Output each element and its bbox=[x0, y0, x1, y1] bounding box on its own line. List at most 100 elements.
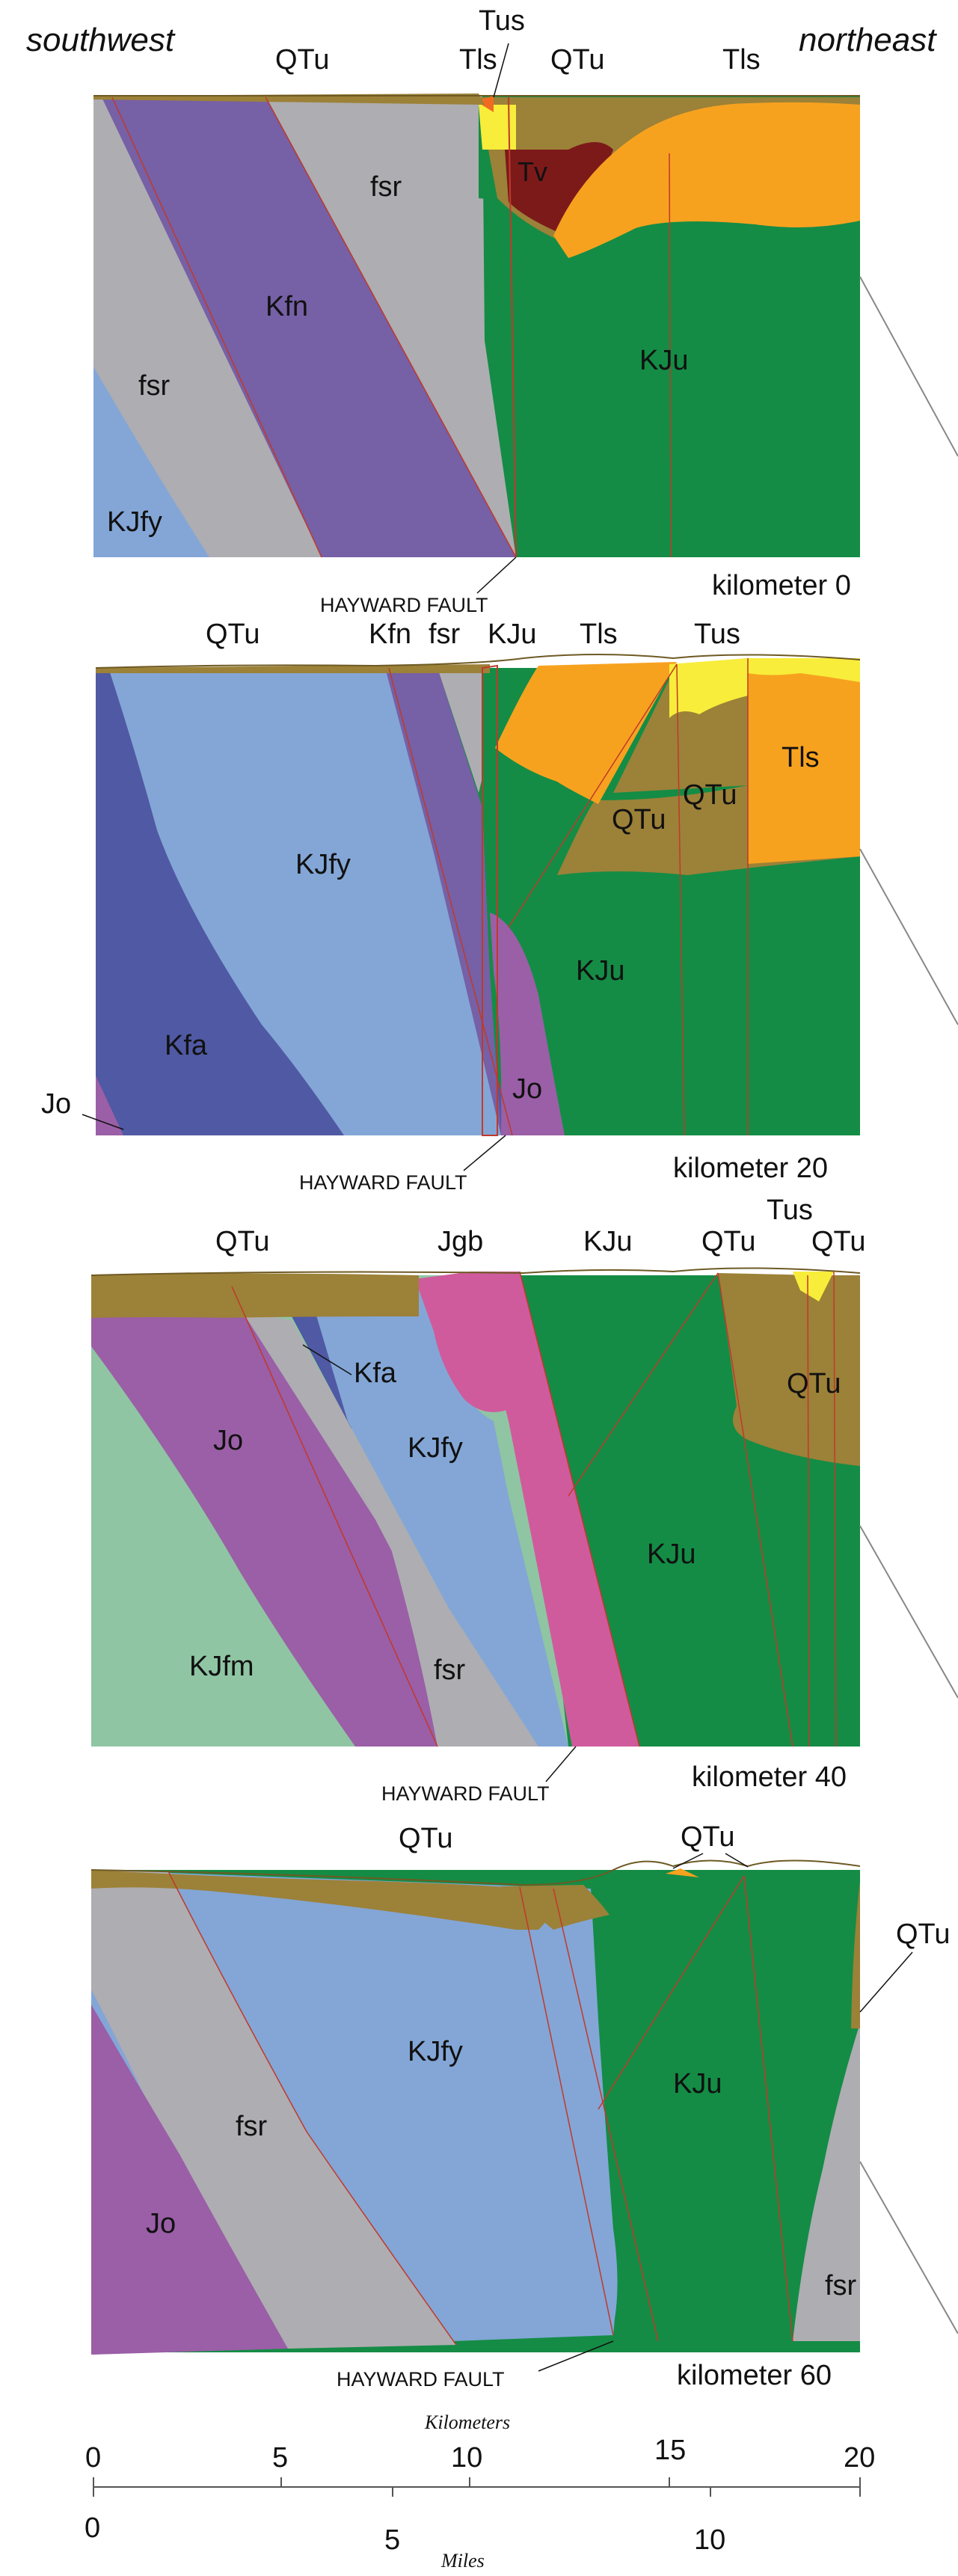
hayward-fault-label: HAYWARD FAULT bbox=[337, 2368, 505, 2391]
connector-line bbox=[859, 2161, 958, 2334]
unit-label: fsr bbox=[138, 370, 171, 402]
ground-surface bbox=[90, 1859, 861, 1886]
connector-line bbox=[859, 1525, 958, 1699]
section-caption: kilometer 20 bbox=[673, 1153, 828, 1184]
unit-tv bbox=[505, 142, 613, 232]
unit-label: QTu bbox=[787, 1368, 841, 1399]
unit-tls-west bbox=[495, 662, 677, 804]
hayward-fault-trace bbox=[519, 1886, 614, 2336]
scale-bar: Kilometers 0 5 10 15 20 0 5 10 Miles bbox=[85, 2411, 875, 2572]
unit-label: fsr bbox=[825, 2270, 857, 2301]
unit-jo-east bbox=[490, 913, 565, 1135]
leader-line bbox=[493, 43, 509, 98]
unit-jo bbox=[91, 1316, 437, 1747]
ground-surface bbox=[95, 654, 861, 669]
leader-line bbox=[538, 2340, 614, 2372]
fault-trace bbox=[676, 663, 685, 1136]
unit-label: KJfy bbox=[408, 1432, 463, 1464]
unit-qtu-veneer bbox=[96, 664, 490, 673]
hayward-fault-trace bbox=[482, 664, 498, 1136]
unit-label: KJu bbox=[673, 2068, 722, 2100]
mi-tick-label: 0 bbox=[85, 2512, 100, 2544]
unit-tls-east bbox=[553, 102, 860, 258]
unit-label: KJu bbox=[576, 955, 624, 987]
section-caption: kilometer 40 bbox=[692, 1761, 847, 1793]
top-label: QTu bbox=[399, 1823, 453, 1854]
hayward-fault-label: HAYWARD FAULT bbox=[381, 1782, 550, 1805]
unit-kfn bbox=[101, 96, 516, 557]
contact-line bbox=[168, 1871, 457, 2346]
unit-tus bbox=[669, 658, 748, 718]
unit-qtu-east bbox=[851, 1881, 860, 2028]
section-kilometer-60: QTu QTu KJfy KJu fsr Jo fsr QTu HAYWARD … bbox=[90, 1821, 958, 2391]
top-label: fsr bbox=[429, 619, 461, 650]
unit-label: fsr bbox=[370, 171, 402, 203]
side-label-qtu: QTu bbox=[896, 1919, 951, 1950]
kilometers-title: Kilometers bbox=[424, 2411, 510, 2433]
unit-tus bbox=[479, 105, 516, 150]
km-tick-label: 10 bbox=[451, 2442, 482, 2474]
top-label: KJu bbox=[583, 1226, 632, 1257]
fault-trace bbox=[553, 1888, 659, 2342]
unit-jo-west bbox=[96, 1076, 123, 1135]
unit-label: KJfm bbox=[189, 1651, 254, 1682]
unit-qtu-west bbox=[91, 1870, 568, 1930]
unit-fsr-band bbox=[269, 1316, 538, 1747]
unit-kjfy bbox=[108, 668, 501, 1135]
unit-fsr-east bbox=[793, 2023, 860, 2341]
contact-line bbox=[265, 96, 517, 558]
leader-line bbox=[725, 1853, 749, 1868]
leader-line bbox=[859, 1951, 913, 2013]
unit-fsr bbox=[245, 1316, 490, 1747]
unit-qtu-west bbox=[91, 1273, 419, 1318]
km-tick-label: 15 bbox=[654, 2435, 686, 2466]
hayward-fault-trace bbox=[508, 96, 517, 558]
fault-trace bbox=[717, 1272, 793, 1747]
unit-kjfy bbox=[93, 367, 209, 557]
leader-line bbox=[545, 1746, 577, 1782]
fault-trace bbox=[598, 1875, 745, 2110]
unit-label: KJu bbox=[639, 345, 688, 376]
top-label: Tls bbox=[722, 44, 761, 76]
northeast-label: northeast bbox=[799, 22, 937, 58]
unit-label: KJfy bbox=[295, 849, 351, 880]
unit-tus bbox=[793, 1272, 834, 1301]
top-label: QTu bbox=[215, 1226, 270, 1257]
miles-title: Miles bbox=[440, 2550, 485, 2572]
unit-jgb bbox=[471, 1272, 639, 1747]
top-label: Jgb bbox=[437, 1226, 483, 1257]
southwest-label: southwest bbox=[26, 22, 176, 58]
km-tick-label: 0 bbox=[85, 2442, 101, 2474]
section-caption: kilometer 60 bbox=[677, 2360, 832, 2391]
km-tick-label: 20 bbox=[844, 2442, 875, 2474]
leader-line bbox=[302, 1344, 352, 1376]
hayward-fault-label: HAYWARD FAULT bbox=[299, 1171, 467, 1194]
hayward-fault-trace bbox=[519, 1271, 640, 1747]
unit-label: fsr bbox=[434, 1655, 466, 1686]
unit-fsr-west bbox=[91, 1870, 456, 2349]
section-kilometer-20: QTu Kfn fsr KJu Tls Tus KJfy Kfa Jo KJu … bbox=[41, 619, 958, 1194]
unit-tls-east bbox=[748, 658, 860, 864]
unit-label: KJfy bbox=[408, 2036, 463, 2067]
unit-tus-east bbox=[748, 658, 860, 682]
top-label: QTu bbox=[206, 619, 260, 650]
unit-label: fsr bbox=[236, 2111, 268, 2142]
unit-label: KJu bbox=[647, 1539, 696, 1570]
top-label: Tus bbox=[479, 5, 525, 37]
connector-line bbox=[859, 276, 958, 457]
contact-line bbox=[111, 96, 322, 558]
unit-label: Kfa bbox=[165, 1030, 208, 1061]
unit-label: Jo bbox=[213, 1425, 243, 1456]
hayward-fault-label: HAYWARD FAULT bbox=[320, 594, 488, 616]
leader-line bbox=[463, 1135, 506, 1171]
section-kilometer-0: QTu Tus Tls QTu Tls fsr Kfn fsr KJfy Tv … bbox=[93, 5, 958, 616]
top-label: QTu bbox=[681, 1821, 735, 1853]
unit-fsr bbox=[437, 668, 482, 793]
unit-qtu-east bbox=[718, 1273, 860, 1466]
side-label-jo: Jo bbox=[41, 1088, 71, 1120]
top-label: QTu bbox=[701, 1226, 756, 1257]
unit-label: Tls bbox=[782, 742, 820, 773]
top-label: KJu bbox=[488, 619, 536, 650]
